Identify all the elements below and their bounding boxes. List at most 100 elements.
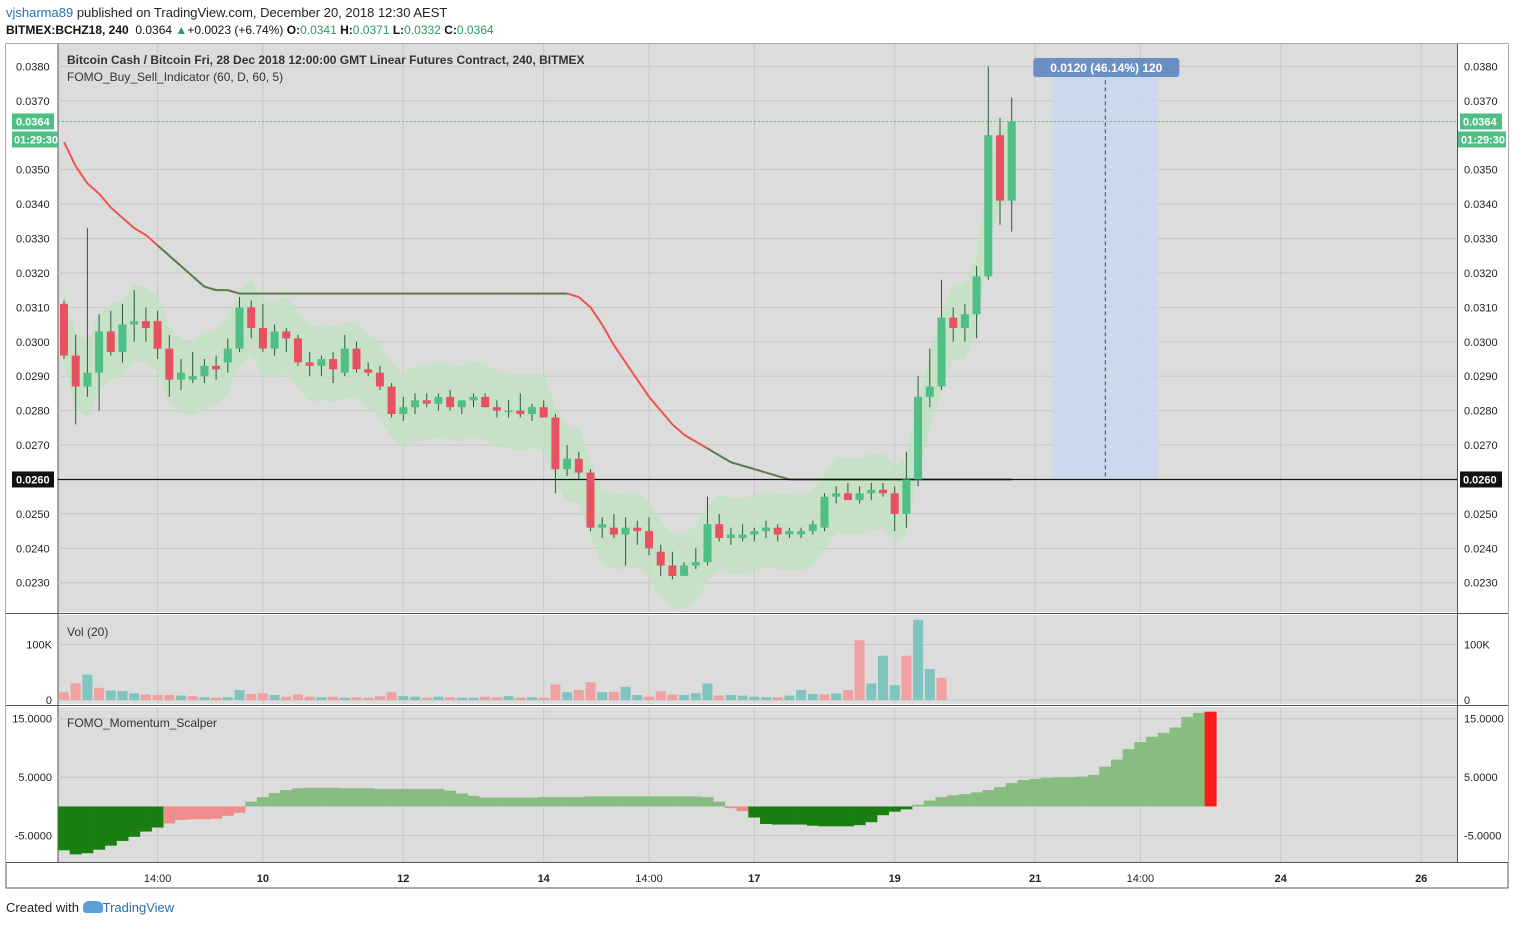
- momentum-bar: [303, 787, 316, 807]
- volume-bar: [410, 696, 420, 700]
- ma-line-segment: [754, 468, 767, 474]
- candle-body: [434, 396, 443, 404]
- price-axis-label-right: 0.0380: [1464, 61, 1498, 73]
- candle-body: [270, 331, 279, 349]
- momentum-bar: [81, 806, 94, 854]
- candle-body: [294, 338, 302, 363]
- momentum-bar: [1192, 712, 1205, 807]
- time-axis-label: 10: [257, 873, 269, 885]
- momentum-bar: [292, 788, 304, 807]
- candle-body: [960, 314, 969, 328]
- volume-title: Vol (20): [67, 625, 108, 639]
- momentum-bar: [841, 806, 854, 827]
- candle-body: [258, 328, 267, 349]
- candle-body: [949, 317, 958, 328]
- volume-bar: [620, 686, 631, 700]
- candle-body: [574, 458, 583, 473]
- main-chart-title: Bitcoin Cash / Bitcoin Fri, 28 Dec 2018 …: [67, 53, 584, 67]
- candle-body: [457, 400, 466, 408]
- ma-line-segment: [730, 461, 743, 467]
- candle-body: [902, 479, 911, 514]
- volume-bar: [351, 697, 362, 700]
- momentum-bar: [327, 787, 340, 807]
- momentum-bar: [724, 806, 737, 809]
- ma-line-segment: [589, 306, 604, 326]
- momentum-bar: [572, 797, 585, 807]
- price-axis-label-left: 0.0330: [16, 233, 50, 245]
- candle-body: [586, 472, 595, 528]
- candle-body: [645, 531, 653, 549]
- momentum-bar: [526, 797, 538, 807]
- price-axis-label-left: 0.0310: [16, 302, 50, 314]
- candle-body: [832, 493, 841, 497]
- volume-bar: [842, 690, 853, 700]
- author-link[interactable]: vjsharma89: [6, 5, 74, 20]
- candle-body: [446, 396, 455, 408]
- momentum-bar: [280, 790, 293, 807]
- volume-bar: [316, 697, 327, 700]
- price-axis-label-left: 0.0300: [16, 337, 50, 349]
- momentum-title: FOMO_Momentum_Scalper: [67, 716, 217, 730]
- momentum-bar: [444, 790, 457, 807]
- candle-body: [352, 348, 361, 370]
- price-axis-label-left: 0.0290: [16, 371, 50, 383]
- price-axis-label-right: 0.0270: [1464, 440, 1498, 452]
- momentum-bar: [139, 806, 152, 832]
- candle-body: [177, 372, 185, 380]
- volume-bar: [199, 697, 210, 700]
- candle-body: [212, 365, 221, 370]
- candle-body: [516, 410, 525, 415]
- volume-bar: [269, 695, 280, 700]
- time-axis-label: 26: [1415, 873, 1427, 885]
- volume-bar: [655, 691, 666, 700]
- momentum-bar: [128, 806, 141, 837]
- momentum-bar: [502, 797, 515, 807]
- volume-bar: [632, 695, 643, 700]
- candle-body: [504, 410, 513, 413]
- candle-body: [867, 489, 876, 494]
- momentum-bar: [771, 806, 784, 825]
- price-axis-label-right: 0.0300: [1464, 337, 1498, 349]
- momentum-bar: [549, 797, 562, 807]
- momentum-bar: [514, 797, 527, 807]
- momentum-bar: [643, 796, 655, 807]
- candle-body: [609, 527, 618, 535]
- candle-body: [914, 396, 923, 480]
- candle-body: [539, 407, 548, 418]
- volume-axis-label-left: 100K: [26, 640, 52, 652]
- ma-line-segment: [168, 254, 182, 267]
- candle-body: [621, 527, 630, 535]
- time-axis-label: 14:00: [144, 873, 172, 885]
- price-axis-label-right: 0.0320: [1464, 268, 1498, 280]
- tradingview-link[interactable]: TradingView: [102, 900, 175, 915]
- momentum-bar: [221, 806, 234, 816]
- footer: Created with TradingView: [6, 900, 174, 915]
- momentum-bar: [701, 797, 714, 807]
- volume-bar: [257, 693, 268, 700]
- price-axis-label-right: 0.0290: [1464, 371, 1498, 383]
- momentum-bar: [748, 806, 761, 818]
- price-axis-label-right: 0.0330: [1464, 233, 1498, 245]
- momentum-bar: [104, 806, 117, 846]
- momentum-bar: [1169, 727, 1182, 807]
- volume-bar: [889, 685, 900, 700]
- ma-line-segment: [601, 324, 615, 346]
- price-axis-label-left: 0.0370: [16, 96, 50, 108]
- momentum-bar: [350, 788, 363, 807]
- candle-body: [340, 348, 349, 373]
- momentum-axis-label-right: 5.0000: [1464, 772, 1498, 784]
- volume-bar: [222, 697, 233, 700]
- change-value: +0.0023 (+6.74%): [187, 23, 284, 37]
- price-axis-label-right: 0.0310: [1464, 302, 1498, 314]
- time-axis-label: 12: [397, 873, 409, 885]
- momentum-bar: [467, 795, 480, 807]
- momentum-bar: [245, 801, 258, 807]
- volume-bar: [667, 694, 678, 700]
- ma-line-segment: [706, 447, 720, 457]
- volume-bar: [644, 696, 654, 700]
- ma-line-segment: [578, 296, 592, 309]
- candle-body: [551, 417, 560, 470]
- momentum-bar: [654, 796, 667, 807]
- volume-bar: [456, 697, 467, 700]
